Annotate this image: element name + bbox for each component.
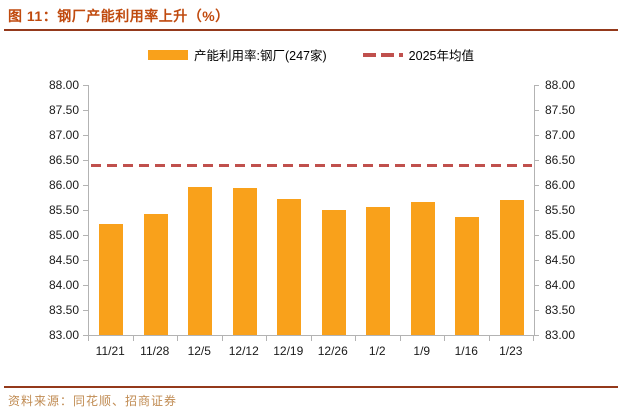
plot-area [88, 85, 535, 336]
y-tick-mark-left [83, 260, 88, 261]
y-tick-label-right: 85.00 [545, 228, 576, 242]
bar-12/5 [188, 187, 213, 335]
y-tick-label-left: 87.50 [48, 103, 79, 117]
y-tick-label-right: 86.00 [545, 178, 576, 192]
y-tick-label-left: 86.00 [48, 178, 79, 192]
bar-11/21 [99, 224, 124, 335]
y-tick-label-right: 84.50 [545, 253, 576, 267]
y-tick-label-left: 83.50 [48, 303, 79, 317]
mean-line [91, 163, 532, 167]
y-tick-mark-left [83, 310, 88, 311]
chart-legend: 产能利用率:钢厂(247家) 2025年均值 [0, 45, 622, 64]
bar-1/2 [366, 207, 391, 335]
y-tick-mark-left [83, 210, 88, 211]
y-tick-mark-left [83, 135, 88, 136]
x-tick-mark [355, 336, 356, 341]
y-tick-label-left: 85.00 [48, 228, 79, 242]
bar-1/9 [410, 201, 435, 335]
y-tick-mark-left [83, 235, 88, 236]
x-tick-mark [399, 336, 401, 341]
source-note: 资料来源：同花顺、招商证券 [8, 394, 178, 408]
legend-label-bars: 产能利用率:钢厂(247家) [194, 49, 327, 63]
y-tick-mark-left [83, 185, 88, 186]
x-tick-mark [221, 336, 223, 341]
y-tick-mark-left [83, 335, 88, 336]
y-tick-label-right: 84.00 [545, 278, 576, 292]
y-tick-label-left: 84.00 [48, 278, 79, 292]
y-tick-mark-right [534, 160, 539, 161]
y-tick-mark-right [534, 260, 539, 261]
x-tick-label: 1/2 [368, 344, 386, 358]
y-tick-label-left: 85.50 [48, 203, 79, 217]
figure-title: 图 11：钢厂产能利用率上升（%） [8, 8, 230, 24]
legend-item-mean: 2025年均值 [362, 45, 474, 64]
x-tick-mark [266, 336, 267, 341]
legend-item-bars: 产能利用率:钢厂(247家) [148, 45, 327, 64]
y-tick-label-right: 85.50 [545, 203, 576, 217]
y-tick-mark-left [83, 85, 88, 86]
bar-1/23 [499, 199, 524, 335]
x-tick-mark [310, 336, 312, 341]
y-tick-mark-right [534, 135, 539, 136]
x-tick-label: 1/16 [454, 344, 478, 358]
x-tick-label: 1/23 [499, 344, 523, 358]
y-tick-label-left: 84.50 [48, 253, 79, 267]
y-tick-mark-left [83, 160, 88, 161]
x-tick-mark [444, 336, 445, 341]
legend-label-mean: 2025年均值 [408, 49, 474, 63]
y-tick-mark-right [534, 110, 539, 111]
bar-12/26 [321, 209, 346, 335]
bar-12/12 [232, 188, 257, 335]
y-tick-label-left: 86.50 [48, 153, 79, 167]
x-tick-mark [88, 336, 89, 341]
y-tick-label-right: 88.00 [545, 78, 576, 92]
x-tick-label: 12/19 [273, 344, 304, 358]
y-tick-mark-right [534, 185, 539, 186]
y-tick-label-left: 87.00 [48, 128, 79, 142]
footer-divider [4, 386, 618, 388]
dash-line-swatch-icon [362, 52, 403, 57]
bar-1/16 [455, 216, 480, 335]
y-tick-label-left: 88.00 [48, 78, 79, 92]
y-tick-mark-right [534, 210, 539, 211]
bar-11/28 [143, 214, 168, 335]
x-tick-label: 11/21 [95, 344, 125, 358]
x-tick-mark [177, 336, 178, 341]
y-tick-label-right: 83.50 [545, 303, 576, 317]
y-tick-mark-right [534, 235, 539, 236]
bar-12/19 [277, 199, 302, 335]
x-tick-label: 11/28 [140, 344, 170, 358]
y-tick-label-right: 87.00 [545, 128, 576, 142]
y-tick-mark-right [534, 85, 539, 86]
x-tick-label: 12/5 [187, 344, 211, 358]
x-tick-mark [533, 336, 534, 341]
x-tick-label: 12/26 [317, 344, 348, 358]
y-tick-mark-left [83, 110, 88, 111]
y-tick-label-right: 87.50 [545, 103, 576, 117]
y-tick-mark-right [534, 310, 539, 311]
x-tick-label: 1/9 [413, 344, 431, 358]
y-tick-label-right: 86.50 [545, 153, 576, 167]
title-divider [4, 29, 618, 31]
x-tick-mark [488, 336, 490, 341]
y-tick-label-left: 83.00 [48, 328, 79, 342]
x-tick-label: 12/12 [228, 344, 259, 358]
bar-series-swatch-icon [148, 49, 189, 60]
y-tick-mark-right [534, 285, 539, 286]
y-tick-mark-right [534, 335, 539, 336]
y-tick-mark-left [83, 285, 88, 286]
y-tick-label-right: 83.00 [545, 328, 576, 342]
x-tick-mark [132, 336, 134, 341]
